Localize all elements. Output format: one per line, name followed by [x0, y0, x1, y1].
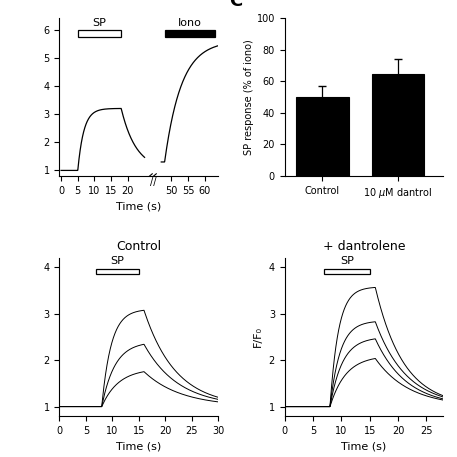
Bar [324, 269, 370, 274]
X-axis label: Time (s): Time (s) [341, 441, 387, 451]
Title: + dantrolene: + dantrolene [323, 240, 405, 253]
Text: SP: SP [340, 256, 354, 266]
Text: SP: SP [111, 256, 124, 266]
X-axis label: Time (s): Time (s) [116, 441, 161, 451]
Bar [165, 31, 215, 37]
Bar [372, 74, 425, 176]
Bar [78, 31, 121, 37]
Text: Iono: Iono [178, 17, 202, 27]
Bar [96, 269, 139, 274]
Text: //: // [149, 176, 156, 186]
Text: C: C [229, 0, 242, 10]
Y-axis label: SP response (% of iono): SP response (% of iono) [244, 39, 254, 155]
Bar [296, 97, 349, 176]
X-axis label: Time (s): Time (s) [116, 202, 161, 211]
Text: SP: SP [93, 17, 106, 27]
Y-axis label: F/F₀: F/F₀ [253, 326, 263, 347]
Title: Control: Control [116, 240, 161, 253]
